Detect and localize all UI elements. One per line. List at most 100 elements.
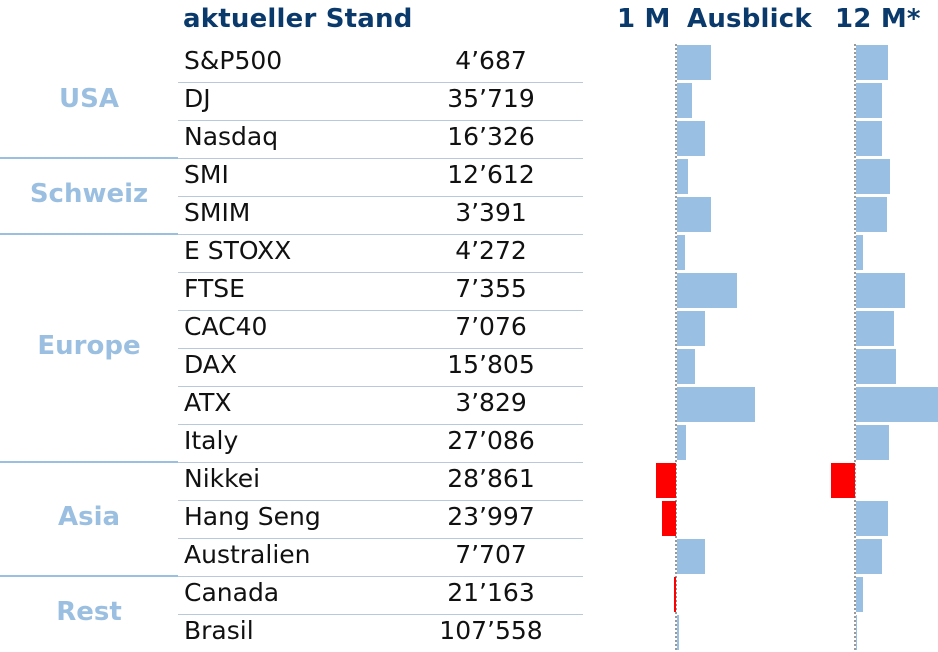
table-row: Hang Seng 23’997 [178,500,583,538]
index-value: 4’272 [455,236,527,265]
row-divider [178,272,583,273]
row-divider [178,614,583,615]
index-value: 4’687 [455,46,527,75]
bar-12m [856,577,863,612]
bar-12m [856,45,888,80]
header-1m-label: 1 M [617,4,671,34]
row-divider [178,386,583,387]
index-name: Hang Seng [184,502,321,531]
row-divider [178,424,583,425]
index-name: DJ [184,84,211,113]
table-row: CAC40 7’076 [178,310,583,348]
bar-1m [677,273,737,308]
table-row: FTSE 7’355 [178,272,583,310]
bar-1m [677,425,686,460]
region-label: Rest [56,597,122,627]
index-value: 107’558 [439,616,543,645]
bar-1m [677,121,705,156]
region-divider [0,461,178,463]
bar-1m [677,45,711,80]
index-value: 27’086 [447,426,535,455]
index-name: ATX [184,388,232,417]
index-name: FTSE [184,274,245,303]
index-name: DAX [184,350,238,379]
bar-1m [662,501,676,536]
bar-12m [856,235,863,270]
bar-12m [856,311,894,346]
bar-12m [856,387,938,422]
index-name: E STOXX [184,236,292,265]
header-12m-label: 12 M* [835,4,921,34]
table-row: DJ 35’719 [178,82,583,120]
index-name: Canada [184,578,280,607]
index-name: Australien [184,540,311,569]
bar-12m [856,197,887,232]
index-name: SMI [184,160,229,189]
index-name: Brasil [184,616,254,645]
index-value: 3’391 [455,198,527,227]
bar-1m [677,387,755,422]
row-divider [178,348,583,349]
row-divider [178,234,583,235]
bar-1m [677,83,692,118]
row-divider [178,158,583,159]
index-value: 12’612 [447,160,535,189]
bar-1m [656,463,676,498]
bar-12m [856,539,882,574]
bar-12m [831,463,855,498]
index-value: 23’997 [447,502,535,531]
table-row: Brasil 107’558 [178,614,583,652]
index-value: 7’355 [455,274,527,303]
region-label: Europe [37,331,141,361]
bar-1m [677,159,688,194]
index-value: 28’861 [447,464,535,493]
index-name: Italy [184,426,239,455]
row-divider [178,196,583,197]
index-value: 21’163 [447,578,535,607]
region-divider [0,233,178,235]
table-row: ATX 3’829 [178,386,583,424]
index-value: 16’326 [447,122,535,151]
table-row: Nasdaq 16’326 [178,120,583,158]
bar-1m [677,615,679,650]
header-outlook-label: Ausblick [687,4,812,34]
bar-12m [856,273,905,308]
row-divider [178,576,583,577]
bar-1m [677,539,705,574]
row-divider [178,500,583,501]
index-name: Nasdaq [184,122,279,151]
region-label: Asia [57,502,121,532]
row-divider [178,462,583,463]
index-name: Nikkei [184,464,261,493]
row-divider [178,310,583,311]
table-row: Italy 27’086 [178,424,583,462]
bar-1m [674,577,676,612]
bar-1m [677,235,685,270]
index-value: 35’719 [447,84,535,113]
bar-12m [856,349,896,384]
row-divider [178,538,583,539]
header-current-label: aktueller Stand [183,4,413,34]
bar-12m [856,615,857,650]
region-label: Schweiz [29,179,149,209]
bar-12m [856,501,888,536]
table-row: DAX 15’805 [178,348,583,386]
index-value: 15’805 [447,350,535,379]
row-divider [178,120,583,121]
bar-1m [677,197,711,232]
table-row: Australien 7’707 [178,538,583,576]
index-value: 7’076 [455,312,527,341]
index-name: SMIM [184,198,251,227]
table-row: SMI 12’612 [178,158,583,196]
bar-12m [856,83,882,118]
bar-1m [677,349,695,384]
bar-12m [856,159,890,194]
index-value: 7’707 [455,540,527,569]
table-row: E STOXX 4’272 [178,234,583,272]
bar-12m [856,425,889,460]
table-row: Nikkei 28’861 [178,462,583,500]
table-row: SMIM 3’391 [178,196,583,234]
index-name: CAC40 [184,312,268,341]
index-name: S&P500 [184,46,283,75]
